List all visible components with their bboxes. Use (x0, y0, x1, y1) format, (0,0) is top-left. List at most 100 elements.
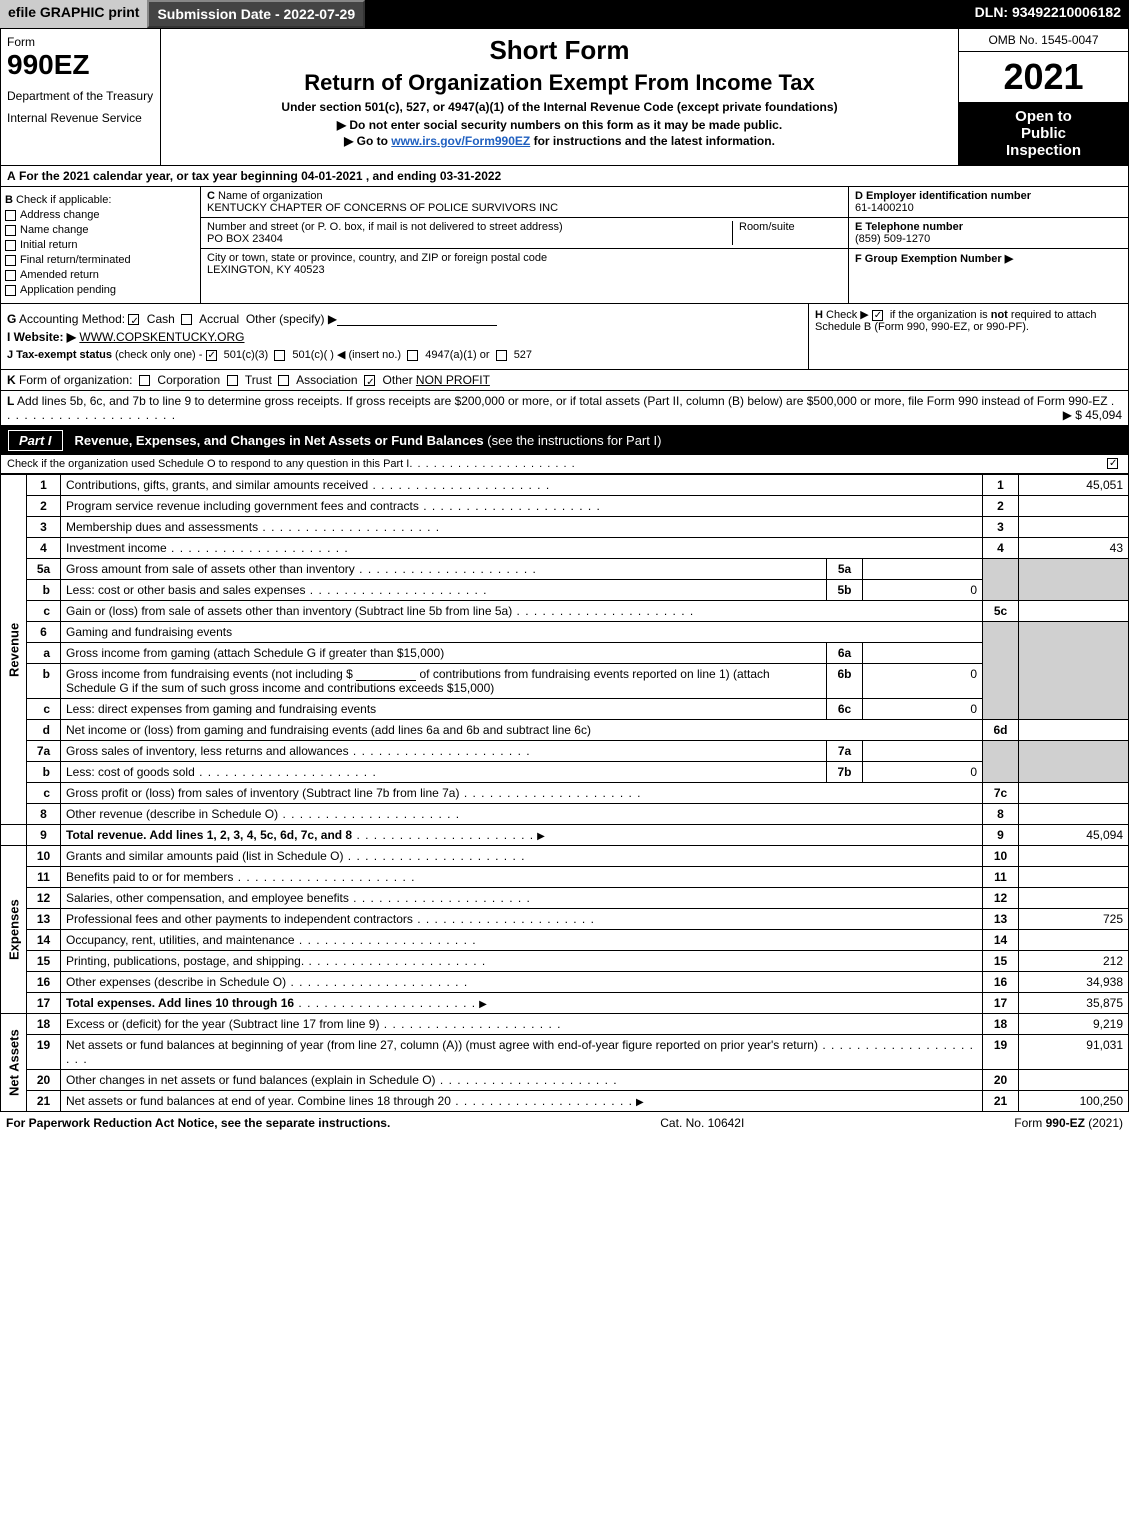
l5c-num: c (27, 601, 61, 622)
form-header: Form 990EZ Department of the Treasury In… (0, 28, 1129, 166)
form-header-right: OMB No. 1545-0047 2021 Open to Public In… (958, 29, 1128, 165)
cb-4947[interactable] (407, 350, 418, 361)
l15-num: 15 (27, 951, 61, 972)
line-7c: c Gross profit or (loss) from sales of i… (1, 783, 1129, 804)
l8-rnum: 8 (983, 804, 1019, 825)
l19-num: 19 (27, 1035, 61, 1070)
return-title: Return of Organization Exempt From Incom… (167, 70, 952, 96)
cb-501c3[interactable] (206, 350, 217, 361)
l3-val (1019, 517, 1129, 538)
l5c-desc: Gain or (loss) from sale of assets other… (66, 604, 512, 618)
inspect-line2: Public (963, 125, 1124, 142)
g-label: G (7, 312, 16, 326)
l6c-mn: 6c (827, 699, 863, 720)
b-title: Check if applicable: (16, 194, 111, 206)
l14-desc: Occupancy, rent, utilities, and maintena… (66, 933, 295, 947)
g-accrual: Accrual (199, 312, 239, 326)
cb-association[interactable] (278, 375, 289, 386)
j-opt4: 527 (514, 349, 532, 361)
cb-accrual[interactable] (181, 314, 192, 325)
row-h: H Check ▶ if the organization is not req… (808, 304, 1128, 369)
l17-desc: Total expenses. Add lines 10 through 16 (66, 996, 294, 1010)
l7-shade-val (1019, 741, 1129, 783)
irs-instructions-link[interactable]: www.irs.gov/Form990EZ (391, 134, 530, 148)
k-other-value[interactable]: NON PROFIT (416, 373, 490, 387)
part1-title-note: (see the instructions for Part I) (487, 433, 661, 448)
page-footer: For Paperwork Reduction Act Notice, see … (0, 1112, 1129, 1134)
l12-num: 12 (27, 888, 61, 909)
line-5a: 5a Gross amount from sale of assets othe… (1, 559, 1129, 580)
cb-address-change[interactable]: Address change (5, 209, 196, 221)
line-3: 3 Membership dues and assessments 3 (1, 517, 1129, 538)
line-8: 8 Other revenue (describe in Schedule O)… (1, 804, 1129, 825)
line-5c: c Gain or (loss) from sale of assets oth… (1, 601, 1129, 622)
street-label: Number and street (or P. O. box, if mail… (207, 221, 726, 233)
l6a-num: a (27, 643, 61, 664)
l10-num: 10 (27, 846, 61, 867)
cb-name-change-label: Name change (20, 224, 89, 236)
l7c-num: c (27, 783, 61, 804)
cb-application-pending[interactable]: Application pending (5, 284, 196, 296)
line-16: 16 Other expenses (describe in Schedule … (1, 972, 1129, 993)
phone-value: (859) 509-1270 (855, 233, 1122, 245)
e-phone-label: E Telephone number (855, 221, 1122, 233)
line-21: 21 Net assets or fund balances at end of… (1, 1091, 1129, 1112)
line-a-label: A (7, 169, 16, 183)
l1-rnum: 1 (983, 475, 1019, 496)
l4-rnum: 4 (983, 538, 1019, 559)
l9-num: 9 (27, 825, 61, 846)
line-9-side (1, 825, 27, 846)
cb-application-pending-label: Application pending (20, 284, 116, 296)
part1-sub-text: Check if the organization used Schedule … (7, 458, 409, 470)
omb-number: OMB No. 1545-0047 (959, 29, 1128, 52)
l6d-rnum: 6d (983, 720, 1019, 741)
cb-final-return[interactable]: Final return/terminated (5, 254, 196, 266)
g-other-input[interactable] (337, 312, 497, 326)
website-link[interactable]: WWW.COPSKENTUCKY.ORG (79, 330, 244, 344)
l4-num: 4 (27, 538, 61, 559)
cb-corporation[interactable] (139, 375, 150, 386)
l17-rnum: 17 (983, 993, 1019, 1014)
submission-date-button[interactable]: Submission Date - 2022-07-29 (147, 0, 365, 28)
l18-val: 9,219 (1019, 1014, 1129, 1035)
l18-rnum: 18 (983, 1014, 1019, 1035)
line-6c: c Less: direct expenses from gaming and … (1, 699, 1129, 720)
cb-amended-return[interactable]: Amended return (5, 269, 196, 281)
form-header-center: Short Form Return of Organization Exempt… (161, 29, 958, 165)
line-7b: b Less: cost of goods sold 7b 0 (1, 762, 1129, 783)
line-19: 19 Net assets or fund balances at beginn… (1, 1035, 1129, 1070)
row-i: I Website: ▶ WWW.COPSKENTUCKY.ORG (7, 330, 802, 344)
cb-527[interactable] (496, 350, 507, 361)
l6-desc: Gaming and fundraising events (61, 622, 983, 643)
b-label: B (5, 194, 13, 206)
note2-post: for instructions and the latest informat… (534, 134, 775, 148)
line-11: 11 Benefits paid to or for members 11 (1, 867, 1129, 888)
l11-val (1019, 867, 1129, 888)
footer-right-pre: Form (1014, 1116, 1045, 1130)
form-header-left: Form 990EZ Department of the Treasury In… (1, 29, 161, 165)
cb-schedule-o-part1[interactable] (1107, 458, 1118, 469)
cb-schedule-b-not-required[interactable] (872, 310, 883, 321)
cb-name-change[interactable]: Name change (5, 224, 196, 236)
l7c-desc: Gross profit or (loss) from sales of inv… (66, 786, 459, 800)
cb-cash[interactable] (128, 314, 139, 325)
l6b-num: b (27, 664, 61, 699)
short-form-title: Short Form (167, 35, 952, 66)
cb-501c[interactable] (274, 350, 285, 361)
inspect-line1: Open to (963, 108, 1124, 125)
l11-num: 11 (27, 867, 61, 888)
cb-other-org[interactable] (364, 375, 375, 386)
l6-num: 6 (27, 622, 61, 643)
l21-rnum: 21 (983, 1091, 1019, 1112)
cb-trust[interactable] (227, 375, 238, 386)
k-text: Form of organization: (19, 373, 132, 387)
l7b-mv: 0 (863, 762, 983, 783)
l21-desc: Net assets or fund balances at end of ye… (66, 1094, 451, 1108)
l13-num: 13 (27, 909, 61, 930)
l20-num: 20 (27, 1070, 61, 1091)
cb-initial-return[interactable]: Initial return (5, 239, 196, 251)
footer-form: 990-EZ (1046, 1116, 1085, 1130)
footer-left: For Paperwork Reduction Act Notice, see … (6, 1116, 390, 1130)
efile-print-button[interactable]: efile GRAPHIC print (0, 0, 147, 28)
line-5b: b Less: cost or other basis and sales ex… (1, 580, 1129, 601)
